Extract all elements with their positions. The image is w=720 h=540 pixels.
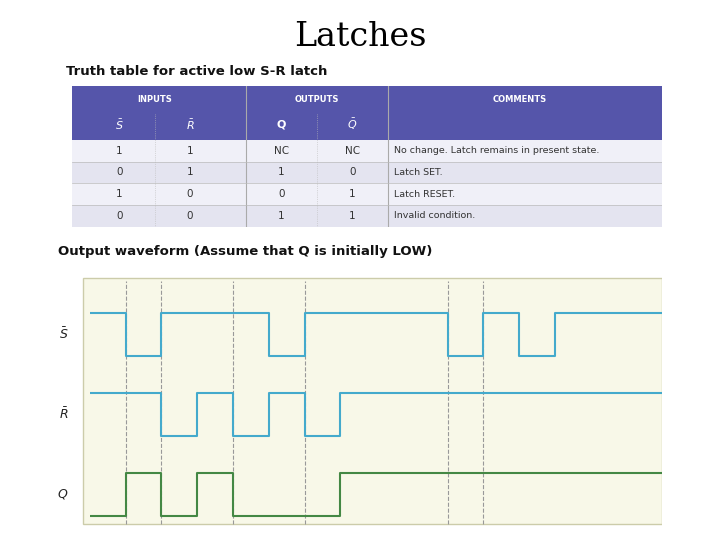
Text: $\bar{Q}$: $\bar{Q}$ xyxy=(347,117,358,132)
Text: 1: 1 xyxy=(349,211,356,221)
Bar xyxy=(72,205,662,227)
Text: $Q$: $Q$ xyxy=(57,488,68,502)
Text: 1: 1 xyxy=(186,146,194,156)
Text: 1: 1 xyxy=(116,189,122,199)
Text: 1: 1 xyxy=(116,146,122,156)
Text: COMMENTS: COMMENTS xyxy=(492,95,546,104)
Text: $\bar{R}$: $\bar{R}$ xyxy=(186,118,194,132)
Text: Latch RESET.: Latch RESET. xyxy=(394,190,455,199)
Text: $\bar{R}$: $\bar{R}$ xyxy=(59,407,68,422)
Text: Output waveform (Assume that Q is initially LOW): Output waveform (Assume that Q is initia… xyxy=(58,245,432,258)
Text: No change. Latch remains in present state.: No change. Latch remains in present stat… xyxy=(394,146,599,155)
Text: $\bar{S}$: $\bar{S}$ xyxy=(59,326,68,342)
Text: 0: 0 xyxy=(186,211,194,221)
Text: NC: NC xyxy=(274,146,289,156)
Text: Q: Q xyxy=(277,120,287,130)
Text: OUTPUTS: OUTPUTS xyxy=(294,95,339,104)
Text: 1: 1 xyxy=(278,211,285,221)
Text: Latches: Latches xyxy=(294,21,426,53)
Text: INPUTS: INPUTS xyxy=(138,95,172,104)
Text: Truth table for active low S-R latch: Truth table for active low S-R latch xyxy=(66,65,328,78)
Bar xyxy=(72,183,662,205)
Text: 0: 0 xyxy=(116,211,122,221)
Text: 1: 1 xyxy=(278,167,285,178)
Text: Latch SET.: Latch SET. xyxy=(394,168,442,177)
Text: 1: 1 xyxy=(349,189,356,199)
Text: $\bar{S}$: $\bar{S}$ xyxy=(115,118,124,132)
Text: 0: 0 xyxy=(349,167,356,178)
Text: NC: NC xyxy=(345,146,360,156)
Bar xyxy=(72,161,662,183)
Bar xyxy=(72,86,662,140)
Bar xyxy=(72,140,662,161)
Text: 1: 1 xyxy=(186,167,194,178)
Text: 0: 0 xyxy=(186,189,194,199)
Text: 0: 0 xyxy=(116,167,122,178)
Text: Invalid condition.: Invalid condition. xyxy=(394,212,475,220)
Text: 0: 0 xyxy=(279,189,285,199)
